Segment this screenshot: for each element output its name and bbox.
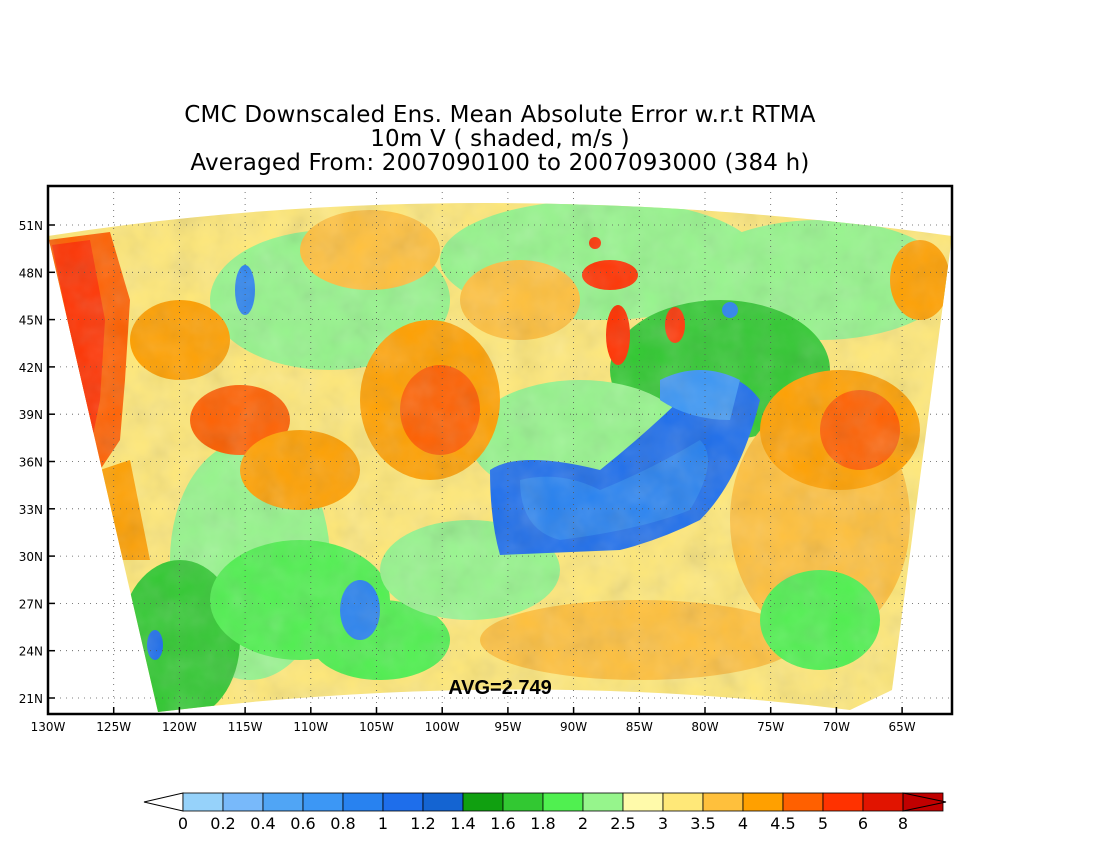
lon-tick-label: 80W bbox=[691, 720, 718, 734]
colorbar-swatch bbox=[542, 792, 584, 812]
colorbar-swatch bbox=[862, 792, 904, 812]
colorbar-swatch bbox=[822, 792, 864, 812]
lon-tick-label: 95W bbox=[494, 720, 521, 734]
lat-tick-label: 45N bbox=[19, 314, 43, 328]
lat-tick-label: 39N bbox=[19, 408, 43, 422]
lon-tick-label: 90W bbox=[560, 720, 587, 734]
colorbar-swatch bbox=[462, 792, 504, 812]
colorbar-swatch bbox=[262, 792, 304, 812]
map-frame bbox=[46, 184, 954, 716]
title-line-1: CMC Downscaled Ens. Mean Absolute Error … bbox=[184, 102, 816, 128]
colorbar-label: 1 bbox=[377, 814, 389, 833]
colorbar-swatch bbox=[422, 792, 464, 812]
lat-tick-label: 42N bbox=[19, 361, 43, 375]
colorbar-label: 6 bbox=[857, 814, 869, 833]
longitude-ticks: 130W 125W 120W 115W 110W 105W 100W 95W 90W 85W 80W… bbox=[31, 707, 916, 734]
colorbar-swatch bbox=[182, 792, 224, 812]
colorbar-swatch bbox=[662, 792, 704, 812]
lat-tick-label: 24N bbox=[19, 645, 43, 659]
colorbar-swatch bbox=[582, 792, 624, 812]
colorbar-swatch bbox=[302, 792, 344, 812]
colorbar-label: 4 bbox=[737, 814, 749, 833]
colorbar-swatch bbox=[702, 792, 744, 812]
colorbar-low-arrow bbox=[143, 792, 184, 812]
lon-tick-label: 130W bbox=[31, 720, 66, 734]
colorbar-swatch bbox=[342, 792, 384, 812]
colorbar-label: 3 bbox=[657, 814, 669, 833]
colorbar-label: 5 bbox=[817, 814, 829, 833]
lat-tick-label: 48N bbox=[19, 266, 43, 280]
colorbar-label: 2.5 bbox=[610, 814, 636, 833]
lon-tick-label: 65W bbox=[889, 720, 916, 734]
colorbar-label: 0.8 bbox=[330, 814, 356, 833]
lon-tick-label: 120W bbox=[162, 720, 197, 734]
colorbar-label: 0.4 bbox=[250, 814, 276, 833]
colorbar-label: 0.6 bbox=[290, 814, 316, 833]
lat-tick-label: 33N bbox=[19, 503, 43, 517]
lat-tick-label: 21N bbox=[19, 692, 43, 706]
colorbar-swatch bbox=[782, 792, 824, 812]
colorbar-label: 2 bbox=[577, 814, 589, 833]
lon-tick-label: 75W bbox=[757, 720, 784, 734]
lat-tick-label: 51N bbox=[19, 219, 43, 233]
lon-tick-label: 85W bbox=[626, 720, 653, 734]
graticule bbox=[48, 186, 952, 714]
colorbar-label: 0.2 bbox=[210, 814, 236, 833]
colorbar-swatch bbox=[382, 792, 424, 812]
error-field bbox=[48, 203, 952, 712]
lat-tick-label: 30N bbox=[19, 550, 43, 564]
colorbar-label: 3.5 bbox=[690, 814, 716, 833]
lon-tick-label: 125W bbox=[96, 720, 131, 734]
colorbar-swatch bbox=[622, 792, 664, 812]
colorbar-swatch bbox=[742, 792, 784, 812]
colorbar-swatch bbox=[502, 792, 544, 812]
colorbar-label: 4.5 bbox=[770, 814, 796, 833]
title-line-3: Averaged From: 2007090100 to 2007093000 … bbox=[190, 150, 810, 176]
colorbar-label: 8 bbox=[897, 814, 909, 833]
colorbar-label: 1.6 bbox=[490, 814, 516, 833]
colorbar-label: 0 bbox=[177, 814, 189, 833]
colorbar-label: 1.8 bbox=[530, 814, 556, 833]
colorbar-swatch bbox=[222, 792, 264, 812]
colorbar-label: 1.4 bbox=[450, 814, 476, 833]
lon-tick-label: 110W bbox=[293, 720, 328, 734]
lon-tick-label: 105W bbox=[359, 720, 394, 734]
lat-tick-label: 36N bbox=[19, 456, 43, 470]
colorbar-high-arrow bbox=[902, 792, 947, 812]
colorbar-label: 1.2 bbox=[410, 814, 436, 833]
average-label: AVG=2.749 bbox=[448, 677, 552, 699]
lon-tick-label: 115W bbox=[228, 720, 263, 734]
title-line-2: 10m V ( shaded, m/s ) bbox=[370, 126, 630, 152]
lon-tick-label: 70W bbox=[823, 720, 850, 734]
lat-tick-label: 27N bbox=[19, 597, 43, 611]
latitude-ticks: 51N 48N 45N 42N 39N 36N 33N 30N 27N 24N 21N bbox=[19, 219, 55, 706]
lon-tick-label: 100W bbox=[425, 720, 460, 734]
colorbar bbox=[143, 792, 947, 812]
